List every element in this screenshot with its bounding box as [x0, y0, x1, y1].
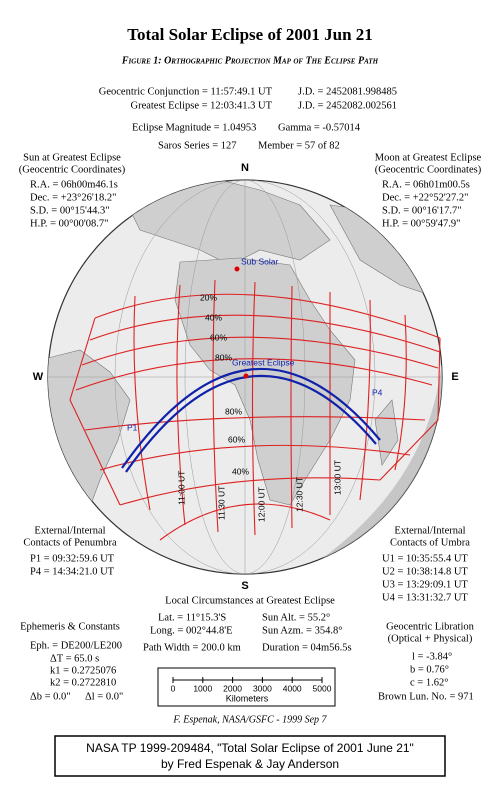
- credit: F. Espenak, NASA/GSFC - 1999 Sep 7: [172, 714, 327, 725]
- member: Member = 57 of 82: [258, 140, 340, 151]
- umbra-line: U2 = 10:38:14.8 UT: [382, 566, 468, 577]
- title: Total Solar Eclipse of 2001 Jun 21: [127, 25, 373, 44]
- local-cell: Sun Alt. = 55.2°: [262, 612, 330, 623]
- land-madagascar: [374, 399, 399, 466]
- compass-w: W: [33, 371, 44, 383]
- sun-line: Dec. = +23°26'18.2": [30, 192, 116, 203]
- sun-line: H.P. = 00°00'08.7": [30, 218, 108, 229]
- footer-line: NASA TP 1999-209484, "Total Solar Eclips…: [86, 741, 414, 755]
- scale-tick-label: 2000: [223, 683, 242, 693]
- umbra-line: U1 = 10:35:55.4 UT: [382, 553, 468, 564]
- umbra-south-limit: [125, 374, 377, 473]
- conjunction: Geocentric Conjunction = 11:57:49.1 UT: [99, 86, 273, 97]
- ephemeris-line: Δb = 0.0": [30, 691, 71, 702]
- ephemeris-line: Eph. = DE200/LE200: [30, 640, 122, 651]
- sub-solar-point: [234, 266, 240, 272]
- scale-unit: Kilometers: [226, 693, 269, 703]
- local-cell: Path Width = 200.0 km: [143, 642, 241, 653]
- ephemeris-line: k1 = 0.2725076: [50, 665, 116, 676]
- umbra-north-limit: [121, 367, 381, 469]
- magnitude-label: 60%: [228, 434, 245, 444]
- local-cell: Duration = 04m56.5s: [262, 642, 352, 653]
- libration-heading: (Optical + Physical): [388, 633, 473, 644]
- local-heading: Local Circumstances at Greatest Eclipse: [165, 595, 335, 606]
- penumbra-line: P1 = 09:32:59.6 UT: [30, 553, 115, 564]
- scale-tick-label: 1000: [193, 683, 212, 693]
- footer-box: [54, 735, 446, 777]
- compass-e: E: [451, 371, 458, 383]
- magnitude-label: 40%: [205, 312, 222, 322]
- moon-heading: Moon at Greatest Eclipse: [375, 152, 482, 163]
- sun-heading: (Geocentric Coordinates): [19, 164, 126, 175]
- penumbra-line: P4 = 14:34:21.0 UT: [30, 566, 115, 577]
- libration-heading: Geocentric Libration: [386, 621, 475, 632]
- conjunction-jd: J.D. = 2452081.998485: [298, 86, 397, 97]
- sun-heading: Sun at Greatest Eclipse: [23, 152, 121, 163]
- magnitude-label: 80%: [225, 406, 242, 416]
- sun-line: R.A. = 06h00m46.1s: [30, 179, 118, 190]
- moon-line: H.P. = 00°59'47.9": [382, 218, 460, 229]
- libration-line: b = 0.76°: [410, 664, 449, 675]
- gamma: Gamma = -0.57014: [278, 122, 361, 133]
- scale-tick-label: 4000: [283, 683, 302, 693]
- p4-label: P4: [372, 387, 383, 397]
- libration-line: c = 1.62°: [410, 677, 448, 688]
- magnitude-label: 40%: [232, 466, 249, 476]
- scale-tick-label: 3000: [253, 683, 272, 693]
- moon-line: Dec. = +22°52'27.2": [382, 192, 468, 203]
- magnitude-label: 60%: [210, 332, 227, 342]
- ephemeris-heading: Ephemeris & Constants: [20, 621, 120, 632]
- ephemeris-line: Δl = 0.0": [85, 691, 123, 702]
- scale-tick-label: 0: [171, 683, 176, 693]
- umbra-line: U4 = 13:31:32.7 UT: [382, 592, 468, 603]
- compass-n: N: [241, 162, 249, 174]
- land-africa: [174, 257, 356, 506]
- time-label: 13:00 UT: [332, 460, 342, 495]
- saros: Saros Series = 127: [158, 140, 237, 151]
- moon-line: R.A. = 06h01m00.5s: [382, 179, 470, 190]
- scale-tick-label: 5000: [313, 683, 332, 693]
- sun-line: S.D. = 00°15'44.3": [30, 205, 110, 216]
- magnitude-label: 80%: [215, 352, 232, 362]
- local-cell: Long. = 002°44.8'E: [150, 625, 233, 636]
- globe: Sub Solar Greatest Eclipse P1 P4 20% 40%…: [33, 162, 459, 592]
- ephemeris-line: ΔT = 65.0 s: [50, 653, 99, 664]
- magnitude: Eclipse Magnitude = 1.04953: [132, 122, 256, 133]
- penumbra-grid: [69, 279, 441, 541]
- time-label: 12:00 UT: [256, 487, 266, 522]
- compass-s: S: [241, 580, 248, 592]
- p1-label: P1: [127, 422, 138, 432]
- umbra-heading: External/Internal: [394, 525, 465, 536]
- time-label: 11:00 UT: [176, 471, 186, 505]
- moon-heading: (Geocentric Coordinates): [375, 164, 482, 175]
- local-cell: Lat. = 11°15.3'S: [158, 612, 226, 623]
- penumbra-heading: Contacts of Penumbra: [23, 537, 117, 548]
- ephemeris-line: k2 = 0.2722810: [50, 677, 116, 688]
- greatest-eclipse-label: Greatest Eclipse: [232, 357, 295, 367]
- scale-frame: [157, 667, 336, 707]
- scale-bar: Kilometers 0 1000 2000 3000 4000 5000: [157, 667, 336, 707]
- libration-line: Brown Lun. No. = 971: [378, 691, 474, 702]
- greatest-eclipse-point: [243, 373, 249, 379]
- umbra-line: U3 = 13:29:09.1 UT: [382, 579, 468, 590]
- subtitle: Figure 1: Orthographic Projection Map of…: [121, 55, 379, 66]
- local-cell: Sun Azm. = 354.8°: [262, 625, 342, 636]
- libration-line: l = -3.84°: [412, 651, 452, 662]
- time-label: 12:30 UT: [294, 477, 304, 512]
- greatest: Greatest Eclipse = 12:03:41.3 UT: [130, 100, 272, 111]
- sub-solar-label: Sub Solar: [241, 256, 278, 266]
- moon-line: S.D. = 00°16'17.7": [382, 205, 462, 216]
- magnitude-label: 20%: [200, 292, 217, 302]
- penumbra-heading: External/Internal: [34, 525, 105, 536]
- greatest-jd: J.D. = 2452082.002561: [298, 100, 397, 111]
- time-label: 11:30 UT: [216, 486, 226, 520]
- land-europe: [119, 180, 331, 266]
- footer-line: by Fred Espenak & Jay Anderson: [161, 757, 339, 771]
- umbra-heading: Contacts of Umbra: [390, 537, 470, 548]
